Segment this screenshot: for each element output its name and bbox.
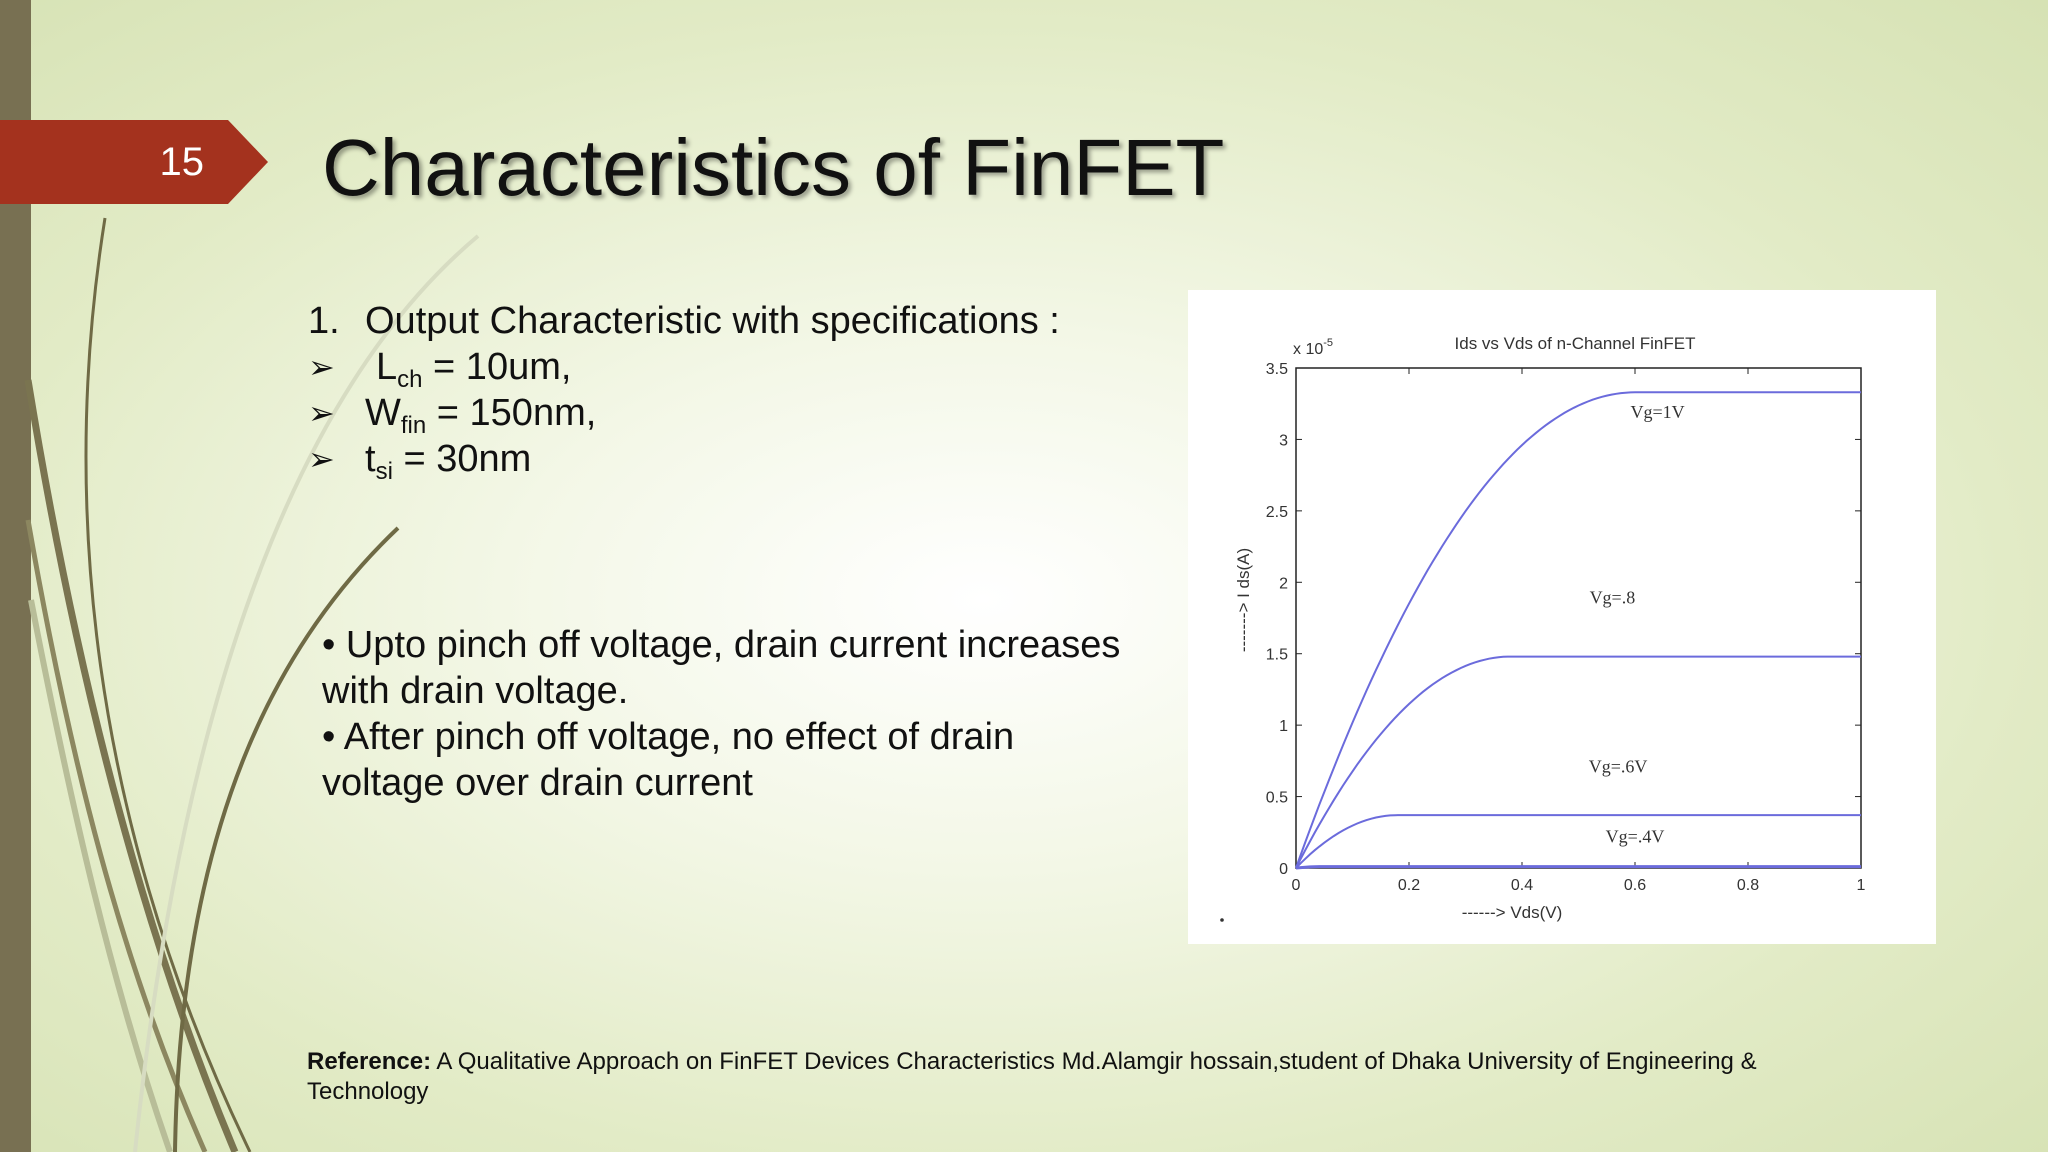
spec-heading: 1. Output Characteristic with specificat… — [308, 298, 1188, 344]
x-tick-label: 0.8 — [1737, 877, 1759, 894]
slide-title: Characteristics of FinFET — [322, 123, 1225, 212]
x-axis-label: ------> Vds(V) — [1462, 903, 1563, 922]
y-tick-label: 2.5 — [1266, 504, 1288, 521]
x-tick-label: 0 — [1292, 877, 1301, 894]
spec-value: = 30nm — [392, 438, 532, 480]
spec-var: t — [365, 438, 376, 480]
bullet-line: voltage over drain current — [322, 762, 753, 804]
x-tick-label: 0.4 — [1511, 877, 1533, 894]
y-tick-label: 1 — [1279, 718, 1288, 735]
arrow-bullet-icon: ➢ — [308, 395, 335, 431]
x-tick-label: 0.2 — [1398, 877, 1420, 894]
spec-heading-text: Output Characteristic with specification… — [365, 300, 1060, 342]
arrow-bullet-icon: ➢ — [308, 441, 335, 477]
spec-sub: si — [375, 458, 393, 485]
curve-series — [1295, 391, 1861, 869]
slide-number-tab — [0, 120, 268, 204]
spec-value: = 150nm, — [426, 392, 597, 434]
curve-label: Vg=.8 — [1590, 588, 1636, 608]
y-multiplier-exp: -5 — [1323, 337, 1333, 349]
spec-item-tsi: ➢ tsi = 30nm — [308, 436, 1188, 485]
y-axis-label: -------> I ds(A) — [1234, 548, 1253, 652]
spec-var: W — [365, 392, 401, 434]
stray-dot — [1220, 918, 1224, 922]
curve-series — [1295, 814, 1861, 869]
y-tick-label: 2 — [1279, 575, 1288, 592]
chart-title: Ids vs Vds of n-Channel FinFET — [1455, 334, 1696, 353]
arrow-bullet-icon: ➢ — [308, 349, 335, 385]
bullet-line: with drain voltage. — [322, 670, 629, 712]
curve-label: Vg=.4V — [1606, 826, 1665, 846]
y-tick-label: 3 — [1279, 432, 1288, 449]
plot-frame — [1295, 367, 1862, 869]
curve-label: Vg=.6V — [1589, 756, 1648, 776]
reference-label: Reference: — [307, 1048, 432, 1075]
ids-vds-chart: Ids vs Vds of n-Channel FinFET x 10-5 --… — [1220, 334, 1866, 922]
curve-series — [1295, 865, 1861, 870]
curves — [1295, 391, 1861, 870]
spec-item-lch: ➢ Lch = 10um, — [308, 344, 1188, 393]
curve-series — [1295, 655, 1861, 869]
y-multiplier: x 10-5 — [1293, 337, 1333, 358]
y-tick-label: 0 — [1279, 861, 1288, 878]
y-multiplier-base: x 10 — [1293, 341, 1323, 358]
curve-labels: Vg=1V Vg=.8 Vg=.6V Vg=.4V — [1589, 402, 1685, 846]
decorative-swirl — [24, 217, 480, 1152]
spec-item-wfin: ➢ Wfin = 150nm, — [308, 390, 1188, 439]
spec-sub: fin — [400, 412, 427, 439]
bullet-text: • Upto pinch off voltage, drain current … — [322, 622, 1152, 806]
bullet-line: • Upto pinch off voltage, drain current … — [322, 624, 1121, 666]
y-tick-label: 3.5 — [1266, 361, 1288, 378]
bullet-line: • After pinch off voltage, no effect of … — [322, 716, 1015, 758]
reference: Reference: A Qualitative Approach on Fin… — [307, 1047, 1867, 1107]
spec-list: 1. Output Characteristic with specificat… — [308, 298, 1188, 485]
slide-number: 15 — [159, 140, 205, 184]
chart-panel: Ids vs Vds of n-Channel FinFET x 10-5 --… — [1188, 290, 1936, 944]
curve-label: Vg=1V — [1631, 402, 1685, 422]
x-tick-label: 1 — [1857, 877, 1866, 894]
y-tick-label: 0.5 — [1266, 790, 1288, 807]
spec-value: = 10um, — [422, 346, 572, 388]
y-tick-label: 1.5 — [1266, 647, 1288, 664]
x-tick-label: 0.6 — [1624, 877, 1646, 894]
spec-var: L — [376, 346, 398, 388]
reference-text: A Qualitative Approach on FinFET Devices… — [307, 1048, 1757, 1105]
axis-ticks: 0 0.2 0.4 0.6 0.8 1 0 0.5 1 1.5 2 2.5 3 3.5 — [1266, 361, 1866, 894]
spec-sub: ch — [397, 366, 423, 393]
spec-heading-number: 1. — [308, 300, 340, 342]
